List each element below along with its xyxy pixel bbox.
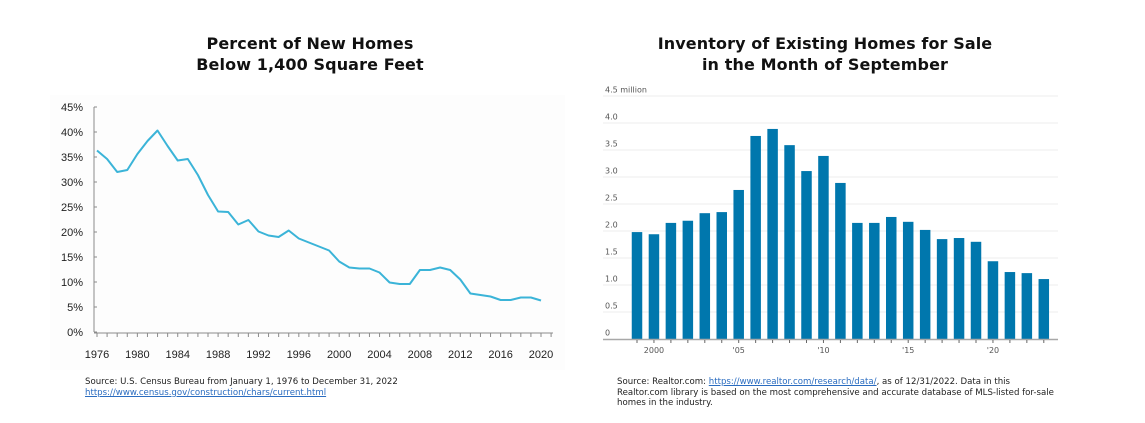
right-bar xyxy=(699,213,711,339)
right-x-tick-label: 2000 xyxy=(644,346,664,355)
right-y-tick-label: 1.5 xyxy=(605,248,618,257)
right-bar xyxy=(835,182,846,339)
left-chart-source: Source: U.S. Census Bureau from January … xyxy=(85,377,465,398)
right-y-tick-label: 0.5 xyxy=(605,302,618,311)
left-y-tick-label: 10% xyxy=(61,277,83,289)
left-x-tick-label: 2020 xyxy=(529,349,553,361)
right-y-tick-label: 4.0 xyxy=(605,113,618,122)
right-bar xyxy=(970,241,982,339)
right-bar xyxy=(750,135,761,339)
left-y-tick-label: 0% xyxy=(67,327,83,339)
right-bar xyxy=(987,261,999,339)
left-x-tick-label: 1976 xyxy=(85,349,109,361)
right-y-tick-label: 4.5 million xyxy=(605,86,647,95)
right-bar xyxy=(801,171,812,339)
left-chart-title: Percent of New Homes Below 1,400 Square … xyxy=(150,33,470,75)
right-bar xyxy=(936,239,948,339)
right-y-tick-label: 2.5 xyxy=(605,194,618,203)
right-bar xyxy=(919,229,931,339)
right-bar xyxy=(818,155,829,339)
left-y-tick-label: 35% xyxy=(61,152,83,164)
right-y-tick-label: 0 xyxy=(605,329,610,338)
right-bar xyxy=(682,220,694,339)
right-bar xyxy=(1021,273,1033,339)
left-x-tick-label: 2000 xyxy=(327,349,351,361)
right-y-tick-label: 3.5 xyxy=(605,140,618,149)
right-y-tick-label: 1.0 xyxy=(605,275,618,284)
left-x-tick-label: 1980 xyxy=(125,349,149,361)
right-y-tick-label: 3.0 xyxy=(605,167,618,176)
right-x-tick-label: '10 xyxy=(817,346,829,355)
left-y-tick-label: 20% xyxy=(61,227,83,239)
right-y-tick-label: 2.0 xyxy=(605,221,618,230)
left-y-tick-label: 30% xyxy=(61,177,83,189)
right-bar xyxy=(716,212,727,339)
left-y-tick-label: 15% xyxy=(61,252,83,264)
left-x-tick-label: 2012 xyxy=(448,349,472,361)
left-chart-background xyxy=(50,95,565,370)
right-bar xyxy=(648,234,660,339)
right-chart-title-line-2: in the Month of September xyxy=(701,55,949,74)
right-bar xyxy=(1004,272,1016,339)
right-source-prefix: Source: Realtor.com: xyxy=(617,377,709,387)
right-bar-chart: 0 0.5 1.0 1.5 2.0 2.5 3.0 3.5 4.0 4.5 million 2000… xyxy=(603,86,1058,355)
right-source-suffix: , as of 12/31/2022. Data in this Realtor… xyxy=(617,377,1054,408)
left-x-tick-label: 2016 xyxy=(488,349,512,361)
left-x-tick-label: 1992 xyxy=(246,349,270,361)
right-bar xyxy=(733,189,744,339)
left-y-tick-label: 45% xyxy=(61,102,83,114)
left-y-tick-label: 5% xyxy=(67,302,83,314)
right-bar xyxy=(953,238,965,339)
right-bar xyxy=(869,222,880,339)
left-x-tick-label: 1984 xyxy=(165,349,189,361)
right-bar xyxy=(631,232,643,339)
left-x-tick-label: 2004 xyxy=(367,349,391,361)
right-bar xyxy=(767,128,778,339)
left-line-chart: 0% 5% 10% 15% 20% 25% 30% 35% 40% 45% 1976 1980 1984… xyxy=(50,95,565,370)
right-x-tick-label: '05 xyxy=(733,346,745,355)
right-bar xyxy=(665,222,677,339)
left-y-tick-label: 25% xyxy=(61,202,83,214)
right-bar xyxy=(1038,279,1050,339)
left-chart-title-line-2: Below 1,400 Square Feet xyxy=(196,55,424,74)
right-x-tick-label: '15 xyxy=(902,346,914,355)
right-bar xyxy=(784,145,795,339)
left-source-text: Source: U.S. Census Bureau from January … xyxy=(85,377,398,387)
left-x-tick-label: 2008 xyxy=(408,349,432,361)
left-y-tick-label: 40% xyxy=(61,127,83,139)
right-x-tick-label: '20 xyxy=(987,346,999,355)
right-source-link[interactable]: https://www.realtor.com/research/data/ xyxy=(708,377,877,387)
left-x-tick-label: 1988 xyxy=(206,349,230,361)
left-x-tick-label: 1996 xyxy=(287,349,311,361)
right-chart-title-line-1: Inventory of Existing Homes for Sale xyxy=(657,34,993,53)
left-source-link[interactable]: https://www.census.gov/construction/char… xyxy=(85,387,327,398)
right-bar xyxy=(886,216,897,339)
right-chart-title: Inventory of Existing Homes for Sale in … xyxy=(640,33,1010,75)
right-bar xyxy=(902,221,914,339)
right-chart-source: Source: Realtor.com: https://www.realtor… xyxy=(617,377,1057,409)
right-bar xyxy=(852,222,863,339)
left-chart-title-line-1: Percent of New Homes xyxy=(206,34,414,53)
